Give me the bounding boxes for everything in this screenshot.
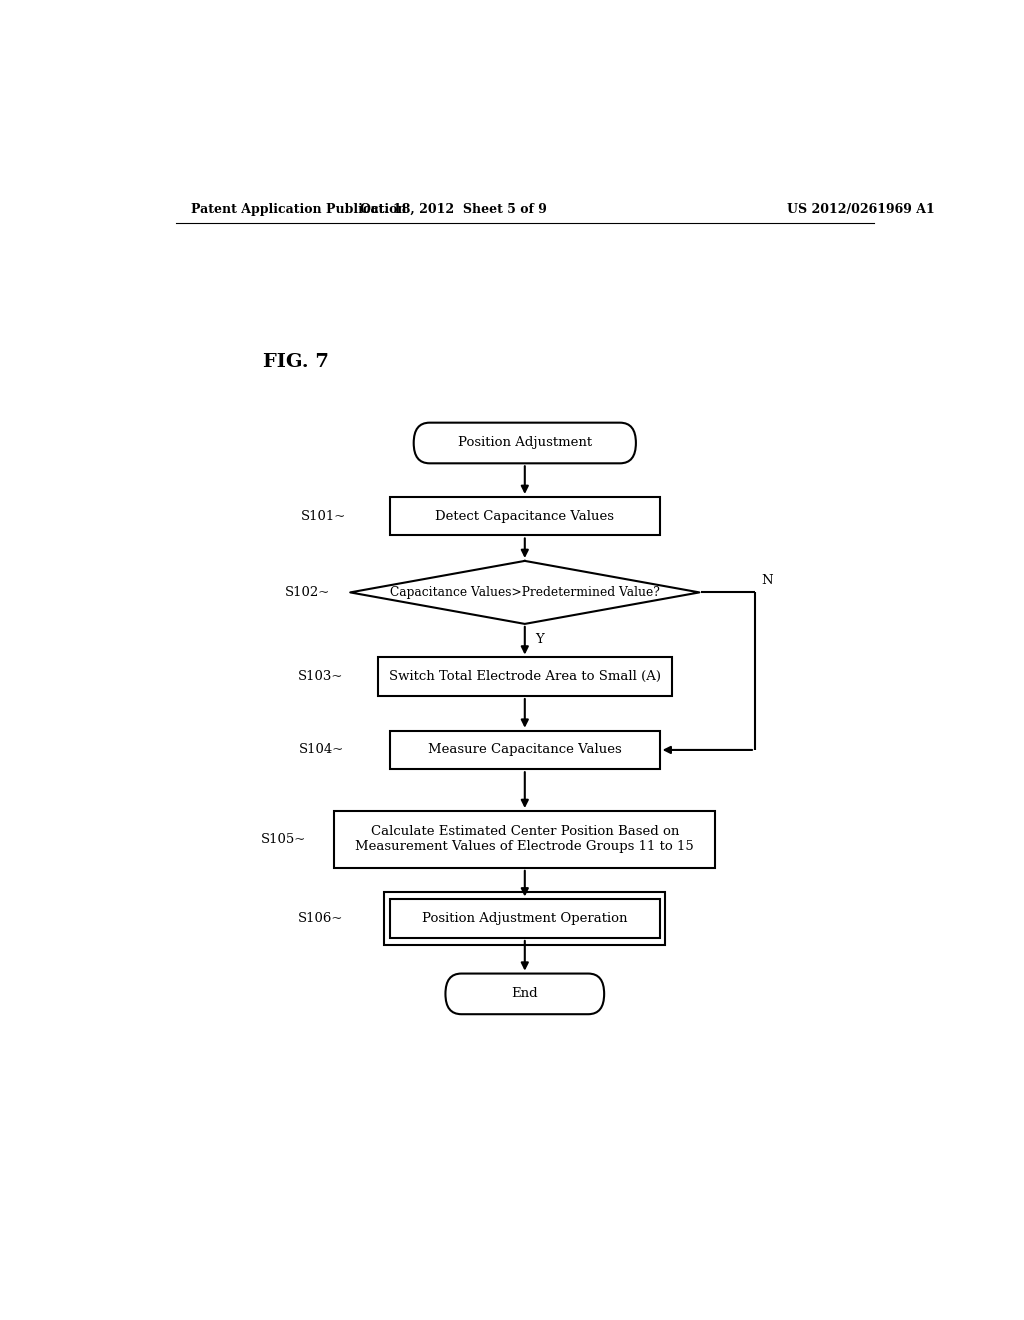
Text: Position Adjustment: Position Adjustment <box>458 437 592 450</box>
Text: Y: Y <box>536 632 544 645</box>
Text: Detect Capacitance Values: Detect Capacitance Values <box>435 510 614 523</box>
Text: US 2012/0261969 A1: US 2012/0261969 A1 <box>786 203 935 215</box>
Text: Patent Application Publication: Patent Application Publication <box>191 203 407 215</box>
Bar <box>390 496 659 536</box>
Text: Switch Total Electrode Area to Small (A): Switch Total Electrode Area to Small (A) <box>389 671 660 684</box>
Text: S105~: S105~ <box>261 833 306 846</box>
Bar <box>390 899 659 939</box>
FancyBboxPatch shape <box>445 974 604 1014</box>
Text: Measure Capacitance Values: Measure Capacitance Values <box>428 743 622 756</box>
Bar <box>378 657 672 696</box>
Text: S104~: S104~ <box>298 743 344 756</box>
Text: Calculate Estimated Center Position Based on
Measurement Values of Electrode Gro: Calculate Estimated Center Position Base… <box>355 825 694 854</box>
Text: S102~: S102~ <box>285 586 331 599</box>
Text: FIG. 7: FIG. 7 <box>263 352 329 371</box>
Text: S101~: S101~ <box>301 510 346 523</box>
Text: Oct. 18, 2012  Sheet 5 of 9: Oct. 18, 2012 Sheet 5 of 9 <box>360 203 547 215</box>
Text: End: End <box>511 987 539 1001</box>
Text: S103~: S103~ <box>298 671 344 684</box>
Text: N: N <box>761 574 773 586</box>
Text: Position Adjustment Operation: Position Adjustment Operation <box>422 912 628 925</box>
Text: Capacitance Values>Predetermined Value?: Capacitance Values>Predetermined Value? <box>390 586 659 599</box>
Bar <box>390 731 659 770</box>
Polygon shape <box>350 561 699 624</box>
FancyBboxPatch shape <box>414 422 636 463</box>
Bar <box>384 892 666 945</box>
Text: S106~: S106~ <box>298 912 344 925</box>
Bar <box>334 810 715 867</box>
